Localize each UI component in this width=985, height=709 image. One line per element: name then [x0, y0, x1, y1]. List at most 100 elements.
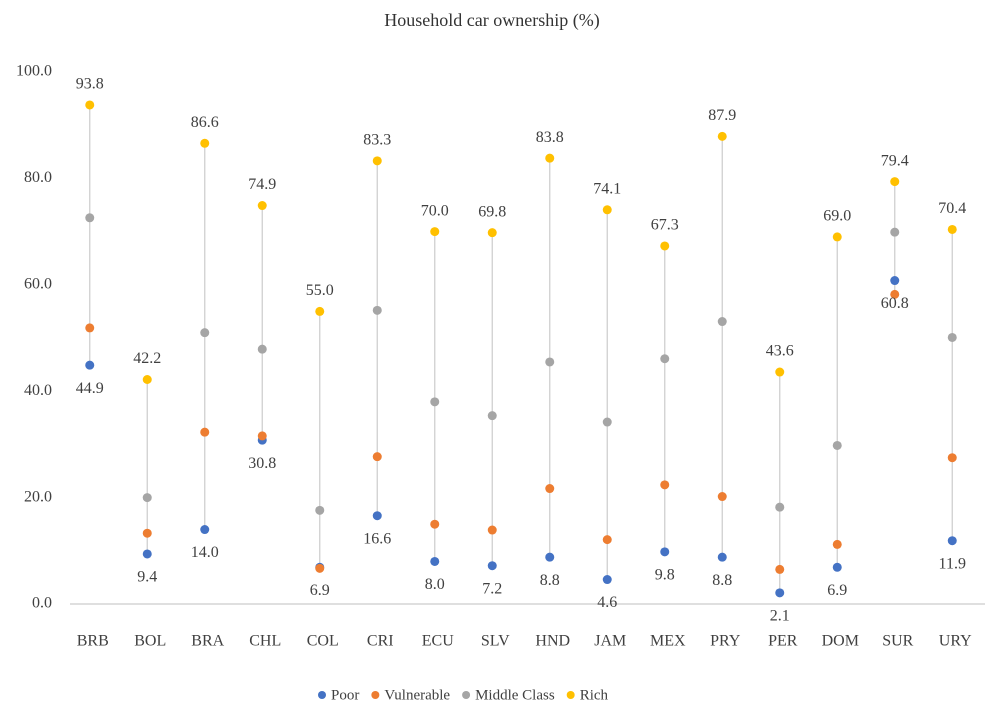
dot: [717, 492, 727, 502]
dot: [890, 177, 900, 187]
dot: [430, 227, 440, 237]
dot: [660, 354, 670, 364]
dot: [142, 493, 152, 503]
dot: [430, 397, 440, 407]
dot: [257, 431, 267, 441]
data-label: 8.0: [425, 576, 445, 593]
dot: [430, 519, 440, 529]
dot: [545, 552, 555, 562]
data-label: 86.6: [191, 114, 219, 131]
dot: [947, 453, 957, 463]
dot: [602, 535, 612, 545]
data-label: 30.8: [248, 455, 276, 472]
dot: [200, 427, 210, 437]
dot: [832, 440, 842, 450]
legend-label: Middle Class: [475, 687, 555, 703]
y-tick-label: 100.0: [16, 63, 52, 80]
dot: [200, 138, 210, 148]
dot: [142, 374, 152, 384]
dot: [947, 224, 957, 234]
data-label: 69.0: [823, 208, 851, 225]
dot: [890, 276, 900, 286]
legend-label: Vulnerable: [384, 687, 450, 703]
data-label: 74.9: [248, 176, 276, 193]
x-tick-label: MEX: [650, 633, 686, 650]
y-tick-label: 80.0: [24, 169, 52, 186]
data-label: 2.1: [770, 607, 790, 624]
x-tick-label: SUR: [882, 633, 913, 650]
dot: [602, 205, 612, 215]
dot: [487, 561, 497, 571]
data-label: 74.1: [593, 180, 621, 197]
x-tick-label: CHL: [249, 633, 281, 650]
dot: [430, 556, 440, 566]
data-label: 55.0: [306, 282, 334, 299]
data-label: 9.8: [655, 567, 675, 584]
dot: [890, 289, 900, 299]
dot: [372, 305, 382, 315]
data-label: 70.4: [938, 200, 966, 217]
x-tick-label: ECU: [422, 633, 454, 650]
dot: [832, 562, 842, 572]
dot: [775, 564, 785, 574]
dot: [372, 156, 382, 166]
x-tick-label: PER: [768, 633, 798, 650]
data-label: 4.6: [597, 594, 617, 611]
dot: [775, 502, 785, 512]
dot: [85, 213, 95, 223]
dot: [315, 563, 325, 573]
x-tick-label: SLV: [481, 633, 510, 650]
y-tick-label: 40.0: [24, 382, 52, 399]
data-label: 60.8: [881, 295, 909, 312]
data-label: 67.3: [651, 217, 679, 234]
dot: [85, 323, 95, 333]
dot: [372, 452, 382, 462]
data-label: 16.6: [363, 530, 391, 547]
data-label: 6.9: [827, 582, 847, 599]
data-label: 9.4: [137, 569, 157, 586]
dot: [487, 525, 497, 535]
data-label: 44.9: [76, 380, 104, 397]
x-tick-label: BRB: [77, 633, 109, 650]
legend-marker: [566, 691, 575, 699]
dot: [142, 549, 152, 559]
legend-marker: [462, 691, 471, 699]
dot: [142, 528, 152, 538]
data-label: 87.9: [708, 107, 736, 124]
data-label: 93.8: [76, 76, 104, 93]
x-tick-label: URY: [939, 633, 972, 650]
y-tick-label: 60.0: [24, 275, 52, 292]
data-label: 6.9: [310, 582, 330, 599]
dot: [832, 539, 842, 549]
y-tick-label: 20.0: [24, 488, 52, 505]
dot: [717, 131, 727, 141]
dot: [200, 525, 210, 535]
data-label: 8.8: [712, 572, 732, 589]
dot: [200, 328, 210, 338]
data-label: 7.2: [482, 580, 502, 597]
y-tick-label: 0.0: [32, 595, 52, 612]
dot: [890, 227, 900, 237]
legend-marker: [318, 691, 326, 699]
data-label: 79.4: [881, 152, 909, 169]
data-label: 8.8: [540, 572, 560, 589]
dot: [545, 357, 555, 367]
data-label: 42.2: [133, 350, 161, 367]
dot: [660, 480, 670, 490]
data-label: 14.0: [191, 544, 219, 561]
dot: [487, 411, 497, 421]
legend-label: Poor: [331, 687, 359, 703]
data-label: 43.6: [766, 343, 794, 360]
legend-label: Rich: [580, 687, 609, 703]
dot: [487, 228, 497, 238]
dot: [257, 201, 267, 211]
dot: [85, 100, 95, 110]
x-tick-label: BRA: [191, 633, 224, 650]
dot: [602, 417, 612, 427]
chart-title: Household car ownership (%): [384, 10, 599, 31]
dot: [602, 575, 612, 585]
dot: [660, 547, 670, 557]
data-label: 70.0: [421, 202, 449, 219]
dot: [947, 536, 957, 546]
